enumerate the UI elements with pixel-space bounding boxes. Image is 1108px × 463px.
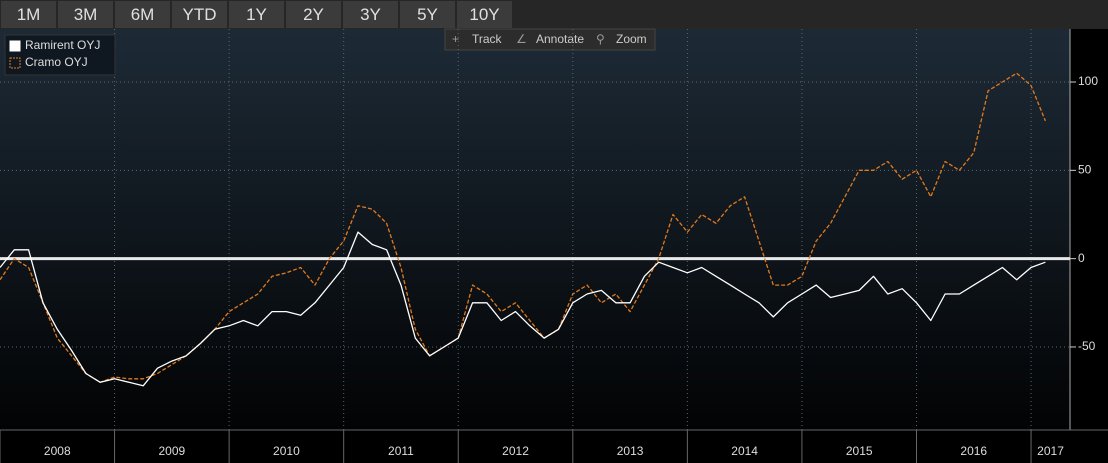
tool-label[interactable]: Zoom [616, 32, 647, 46]
range-button[interactable]: 1M [1, 1, 56, 28]
series-line [0, 231, 1046, 387]
button-label[interactable]: 3Y [360, 5, 381, 24]
legend-label: Ramirent OYJ [25, 38, 100, 52]
button-label[interactable]: 3M [74, 5, 98, 24]
legend-box [4, 34, 116, 76]
y-tick-label: 50 [1078, 162, 1092, 176]
range-button[interactable]: 2Y [286, 1, 341, 28]
x-tick-label: 2011 [388, 444, 414, 458]
button-bg [457, 1, 512, 28]
range-button[interactable]: 3M [58, 1, 113, 28]
button-bg [229, 1, 284, 28]
legend-label: Cramo OYJ [25, 55, 88, 69]
tool-label[interactable]: Annotate [536, 32, 584, 46]
tool-icon: ∠ [516, 32, 527, 46]
x-tick-label: 2009 [158, 444, 185, 458]
button-bg [343, 1, 398, 28]
range-button[interactable]: 10Y [457, 1, 512, 28]
x-tick-label: 2014 [731, 444, 758, 458]
button-bg [286, 1, 341, 28]
button-label[interactable]: YTD [183, 5, 217, 24]
tool-icon: ⚲ [596, 32, 605, 46]
y-tick-label: 0 [1078, 251, 1085, 265]
legend-swatch [9, 40, 21, 52]
tool-label[interactable]: Track [472, 32, 503, 46]
x-tick-label: 2017 [1037, 444, 1064, 458]
button-bg [115, 1, 170, 28]
range-button[interactable]: 3Y [343, 1, 398, 28]
y-tick-label: -50 [1078, 339, 1096, 353]
button-label[interactable]: 6M [131, 5, 155, 24]
button-label[interactable]: 1M [17, 5, 41, 24]
button-label[interactable]: 2Y [303, 5, 324, 24]
y-tick-label: 100 [1078, 74, 1098, 88]
x-tick-label: 2012 [502, 444, 529, 458]
x-tick-label: 2016 [960, 444, 987, 458]
tool-icon: + [452, 32, 459, 46]
range-button[interactable]: 6M [115, 1, 170, 28]
x-tick-label: 2008 [44, 444, 71, 458]
button-bg [1, 1, 56, 28]
button-bg [172, 1, 227, 28]
button-bg [400, 1, 455, 28]
range-button[interactable]: 1Y [229, 1, 284, 28]
range-button[interactable]: 5Y [400, 1, 455, 28]
legend-swatch [9, 57, 21, 69]
button-label[interactable]: 1Y [246, 5, 267, 24]
series-line [0, 72, 1047, 383]
x-tick-label: 2010 [273, 444, 300, 458]
button-label[interactable]: 10Y [469, 5, 499, 24]
range-button[interactable]: YTD [172, 1, 227, 28]
x-tick-label: 2013 [617, 444, 644, 458]
button-label[interactable]: 5Y [417, 5, 438, 24]
plot-area [0, 29, 1070, 430]
x-tick-label: 2015 [846, 444, 873, 458]
button-bg [58, 1, 113, 28]
tools-box [444, 28, 656, 51]
